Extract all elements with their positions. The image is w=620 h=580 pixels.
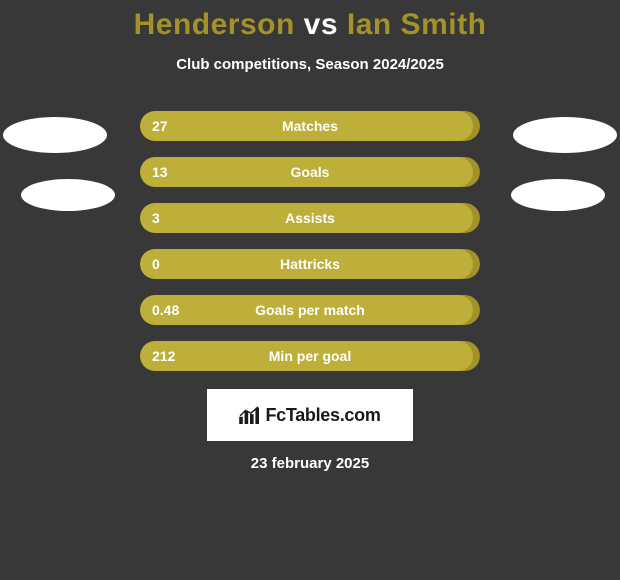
stat-value: 0 [152, 256, 160, 272]
comparison-block: 27 Matches 13 Goals 3 Assists 0 Hattricks 0.48 Go… [0, 111, 620, 371]
stat-bars: 27 Matches 13 Goals 3 Assists 0 Hattricks 0.48 Go… [140, 111, 480, 371]
page-title: Henderson vs Ian Smith [0, 8, 620, 42]
left-avatar-column [10, 111, 120, 211]
stat-row: 13 Goals [140, 157, 480, 187]
player1-club-badge [21, 179, 115, 211]
stat-label: Assists [285, 210, 335, 226]
stat-row: 0 Hattricks [140, 249, 480, 279]
stat-value: 27 [152, 118, 168, 134]
right-avatar-column [500, 111, 610, 211]
stat-label: Min per goal [269, 348, 351, 364]
brand-badge: FcTables.com [207, 389, 413, 441]
stat-label: Goals [291, 164, 330, 180]
player2-club-badge [511, 179, 605, 211]
stat-row: 0.48 Goals per match [140, 295, 480, 325]
stat-value: 3 [152, 210, 160, 226]
footer-date: 23 february 2025 [0, 455, 620, 472]
player1-name: Henderson [134, 8, 295, 41]
stat-row: 3 Assists [140, 203, 480, 233]
player2-name: Ian Smith [347, 8, 487, 41]
stat-value: 212 [152, 348, 175, 364]
player2-avatar [513, 117, 617, 153]
stat-row: 27 Matches [140, 111, 480, 141]
vs-label: vs [304, 8, 338, 41]
brand-text: FcTables.com [265, 405, 380, 426]
stat-label: Hattricks [280, 256, 340, 272]
stat-label: Matches [282, 118, 338, 134]
stat-label: Goals per match [255, 302, 365, 318]
comparison-infographic: Henderson vs Ian Smith Club competitions… [0, 0, 620, 472]
subtitle: Club competitions, Season 2024/2025 [0, 56, 620, 73]
stat-value: 0.48 [152, 302, 179, 318]
stat-value: 13 [152, 164, 168, 180]
brand-icon [239, 406, 261, 424]
stat-row: 212 Min per goal [140, 341, 480, 371]
player1-avatar [3, 117, 107, 153]
